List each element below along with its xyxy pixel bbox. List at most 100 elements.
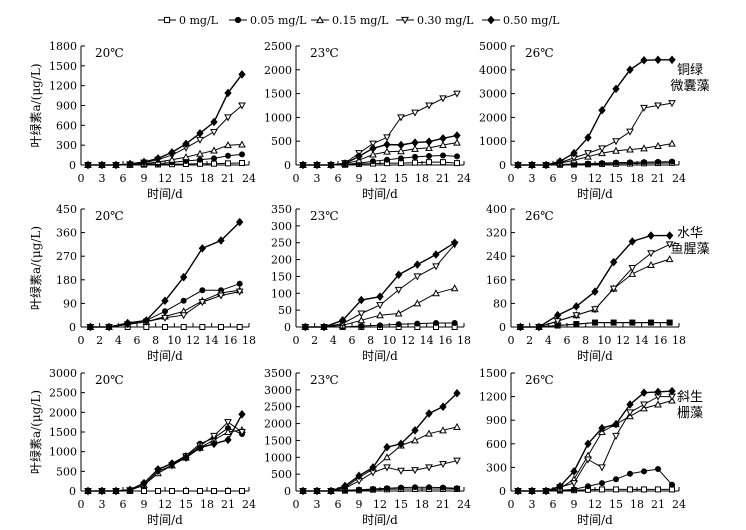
x-tick-label: 3	[529, 172, 536, 185]
x-axis-label: 时间/d	[577, 349, 613, 363]
data-point	[412, 159, 418, 166]
data-point	[439, 402, 447, 411]
data-point	[668, 139, 676, 147]
y-tick-label: 2500	[264, 40, 292, 53]
series	[84, 425, 246, 494]
data-point	[591, 287, 599, 296]
x-tick-label: 6	[335, 172, 342, 185]
y-tick-label: 500	[271, 135, 292, 148]
temperature-label: 23℃	[310, 209, 339, 223]
x-tick-label: 6	[120, 498, 127, 511]
x-tick-label: 6	[120, 172, 127, 185]
x-tick-label: 0	[78, 172, 85, 185]
data-point	[610, 257, 618, 267]
data-point	[162, 324, 168, 330]
x-tick-label: 12	[186, 334, 200, 347]
data-point	[628, 237, 636, 246]
x-tick-label: 3	[314, 498, 321, 511]
y-tick-label: 1200	[49, 80, 77, 93]
data-point	[654, 387, 662, 397]
data-point	[453, 138, 461, 146]
data-point	[450, 284, 459, 292]
data-point	[98, 160, 106, 170]
data-point	[453, 422, 461, 430]
data-point	[613, 486, 619, 493]
data-point	[313, 486, 321, 496]
data-point	[196, 149, 204, 157]
data-point	[599, 480, 605, 487]
data-point	[238, 70, 246, 79]
data-point	[609, 285, 618, 293]
data-point	[180, 324, 187, 330]
x-axis-label: 时间/d	[362, 187, 398, 201]
species-label: 栅藻	[677, 406, 703, 421]
series	[84, 410, 246, 496]
y-tick-label: 3000	[49, 367, 77, 380]
x-tick-label: 14	[420, 334, 434, 347]
data-point	[238, 140, 246, 148]
data-point	[180, 297, 187, 304]
legend-item: 0.15 mg/L	[311, 14, 389, 27]
x-tick-label: 21	[651, 498, 665, 511]
data-point	[224, 88, 232, 98]
x-tick-label: 9	[356, 498, 363, 511]
data-point	[432, 263, 440, 271]
y-tick-label: 500	[56, 465, 77, 478]
data-point	[411, 144, 419, 152]
x-tick-label: 3	[99, 498, 106, 511]
series	[84, 419, 246, 496]
series	[87, 280, 243, 330]
series-line	[88, 421, 243, 492]
legend-item: 0.50 mg/L	[482, 14, 560, 27]
data-point	[397, 114, 405, 122]
x-axis-label: 时间/d	[577, 513, 613, 527]
x-tick-label: 18	[242, 334, 256, 347]
y-tick-label: 500	[271, 468, 292, 481]
x-tick-label: 9	[141, 172, 148, 185]
data-point	[196, 443, 204, 453]
data-point	[413, 299, 422, 307]
panel: 500 1000 1500 2000 2500 3000 3500 00 3 6 9 12 15 18 21…	[264, 367, 471, 527]
data-point	[628, 265, 637, 273]
data-point	[669, 481, 675, 488]
species-label: 斜生	[677, 390, 703, 405]
data-point	[669, 158, 675, 165]
data-point	[572, 302, 580, 311]
data-point	[84, 160, 92, 170]
data-point	[299, 160, 307, 170]
data-point	[224, 141, 232, 149]
data-point	[236, 324, 243, 330]
data-point	[598, 464, 606, 472]
data-point	[654, 141, 662, 149]
data-point	[313, 160, 321, 170]
y-tick-label: 1000	[49, 446, 77, 459]
temperature-label: 26℃	[525, 209, 554, 223]
data-point	[666, 319, 673, 326]
series-line	[518, 59, 672, 166]
x-tick-label: 15	[179, 498, 193, 511]
data-point	[573, 321, 580, 328]
series-line	[518, 390, 673, 492]
data-point	[612, 419, 620, 429]
data-point	[339, 315, 347, 325]
y-tick-label: 5000	[479, 40, 507, 53]
data-point	[655, 158, 661, 165]
data-point	[398, 160, 404, 167]
data-point	[453, 457, 461, 465]
data-point	[142, 316, 150, 325]
data-point	[180, 272, 188, 282]
x-tick-label: 15	[609, 172, 623, 185]
data-point	[439, 461, 447, 469]
panel: 500 1000 1500 2000 2500 00 3 6 9 12 15 18 21 24 时间/d 23…	[264, 40, 471, 201]
y-tick-label: 3000	[479, 88, 507, 101]
data-point	[528, 160, 536, 170]
data-point	[571, 486, 577, 493]
y-tick-label: 1000	[264, 451, 292, 464]
data-point	[384, 156, 390, 163]
y-tick-label: 3000	[264, 384, 292, 397]
series-line	[303, 392, 458, 492]
x-tick-label: 2	[96, 334, 103, 347]
